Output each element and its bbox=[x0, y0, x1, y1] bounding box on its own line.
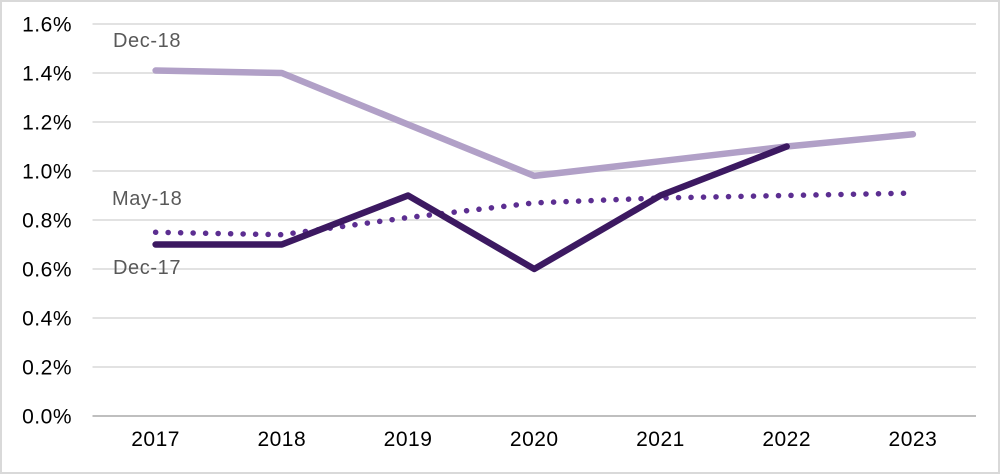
y-tick-label: 0.6% bbox=[22, 259, 72, 282]
y-tick-label: 0.8% bbox=[22, 210, 72, 233]
x-tick-label: 2020 bbox=[510, 428, 559, 451]
y-tick-label: 1.0% bbox=[22, 161, 72, 184]
x-tick-label: 2022 bbox=[762, 428, 811, 451]
y-tick-label: 0.0% bbox=[22, 406, 72, 429]
y-tick-label: 1.4% bbox=[22, 63, 72, 86]
y-tick-label: 1.2% bbox=[22, 112, 72, 135]
y-tick-label: 0.2% bbox=[22, 357, 72, 380]
x-tick-label: 2019 bbox=[384, 428, 433, 451]
y-tick-label: 0.4% bbox=[22, 308, 72, 331]
series-label-dec-17: Dec-17 bbox=[113, 257, 182, 279]
y-tick-label: 1.6% bbox=[22, 14, 72, 37]
x-tick-label: 2018 bbox=[257, 428, 306, 451]
series-label-dec-18: Dec-18 bbox=[113, 30, 182, 52]
series-label-may-18: May-18 bbox=[112, 188, 183, 210]
series-line-may-18 bbox=[152, 190, 916, 238]
x-tick-label: 2017 bbox=[131, 428, 180, 451]
x-tick-label: 2021 bbox=[636, 428, 685, 451]
series-line-dec-17 bbox=[152, 143, 790, 273]
x-tick-label: 2023 bbox=[889, 428, 938, 451]
series-line-dec-18 bbox=[152, 67, 917, 180]
